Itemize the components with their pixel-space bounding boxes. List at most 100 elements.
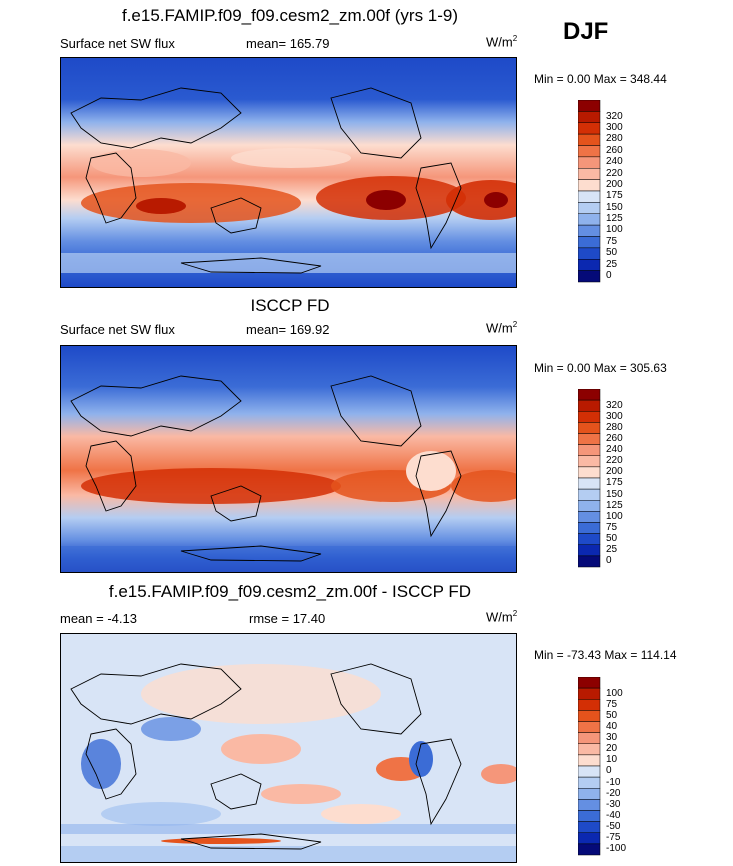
panel1-map xyxy=(60,57,517,288)
colorbar-swatch xyxy=(578,213,601,226)
colorbar-swatch xyxy=(578,788,601,800)
panel3-title: f.e15.FAMIP.f09_f09.cesm2_zm.00f - ISCCP… xyxy=(108,582,472,601)
panel1-colorbar xyxy=(578,100,601,283)
colorbar-swatch xyxy=(578,754,601,767)
colorbar-tick-label: 220 xyxy=(606,167,623,179)
colorbar-swatch xyxy=(578,555,601,568)
colorbar-swatch xyxy=(578,270,601,283)
colorbar-tick-label: 0 xyxy=(606,765,612,777)
colorbar-swatch xyxy=(578,511,601,523)
panel3-mean: mean = -4.13 xyxy=(60,611,137,626)
panel2-title: ISCCP FD xyxy=(250,296,330,315)
colorbar-tick-label: 100 xyxy=(606,687,623,699)
colorbar-tick-label: 100 xyxy=(606,224,623,236)
colorbar-tick-label: 175 xyxy=(606,190,623,202)
colorbar-swatch xyxy=(578,444,601,456)
colorbar-swatch xyxy=(578,776,601,789)
colorbar-tick-label: 50 xyxy=(606,533,618,545)
colorbar-swatch xyxy=(578,259,601,271)
colorbar-swatch xyxy=(578,202,601,214)
colorbar-swatch xyxy=(578,799,601,811)
panel1-field-label: Surface net SW flux xyxy=(60,36,175,51)
panel3-rmse: rmse = 17.40 xyxy=(249,611,326,626)
panel1-minmax: Min = 0.00 Max = 348.44 xyxy=(534,72,667,86)
colorbar-tick-label: 320 xyxy=(606,399,623,411)
colorbar-swatch xyxy=(578,765,601,778)
colorbar-swatch xyxy=(578,100,601,112)
colorbar-swatch xyxy=(578,422,601,434)
colorbar-tick-label: 50 xyxy=(606,709,618,721)
colorbar-tick-label: -20 xyxy=(606,787,621,799)
colorbar-swatch xyxy=(578,389,601,401)
colorbar-tick-label: -50 xyxy=(606,821,621,833)
colorbar-tick-label: 300 xyxy=(606,122,623,134)
panel1-mean: mean= 165.79 xyxy=(246,36,330,51)
panel2-minmax: Min = 0.00 Max = 305.63 xyxy=(534,361,667,375)
colorbar-swatch xyxy=(578,236,601,249)
colorbar-swatch xyxy=(578,145,601,158)
colorbar-swatch xyxy=(578,732,601,744)
colorbar-swatch xyxy=(578,743,601,756)
colorbar-tick-label: 300 xyxy=(606,410,623,422)
colorbar-swatch xyxy=(578,533,601,545)
colorbar-swatch xyxy=(578,224,601,237)
colorbar-swatch xyxy=(578,411,601,423)
colorbar-swatch xyxy=(578,721,601,733)
panel3-colorbar xyxy=(578,677,601,856)
colorbar-tick-label: 0 xyxy=(606,269,612,281)
colorbar-tick-label: 20 xyxy=(606,743,618,755)
colorbar-swatch xyxy=(578,821,601,833)
colorbar-tick-label: 260 xyxy=(606,432,623,444)
colorbar-swatch xyxy=(578,179,601,192)
panel2-units: W/m2 xyxy=(486,320,518,336)
colorbar-swatch xyxy=(578,710,601,722)
colorbar-swatch xyxy=(578,399,601,412)
colorbar-swatch xyxy=(578,190,601,203)
colorbar-swatch xyxy=(578,522,601,534)
colorbar-swatch xyxy=(578,699,601,711)
colorbar-swatch xyxy=(578,168,601,180)
colorbar-tick-label: 75 xyxy=(606,235,618,247)
panel2-map xyxy=(60,345,517,573)
colorbar-tick-label: 280 xyxy=(606,133,623,145)
colorbar-tick-label: 125 xyxy=(606,499,623,511)
colorbar-tick-label: 30 xyxy=(606,732,618,744)
colorbar-swatch xyxy=(578,677,601,689)
colorbar-swatch xyxy=(578,455,601,468)
colorbar-tick-label: 240 xyxy=(606,156,623,168)
colorbar-tick-label: 25 xyxy=(606,544,618,556)
colorbar-swatch xyxy=(578,477,601,490)
panel2-mean: mean= 169.92 xyxy=(246,322,330,337)
colorbar-tick-label: 175 xyxy=(606,477,623,489)
colorbar-swatch xyxy=(578,488,601,501)
colorbar-tick-label: 240 xyxy=(606,444,623,456)
colorbar-tick-label: 260 xyxy=(606,144,623,156)
colorbar-swatch xyxy=(578,247,601,260)
colorbar-tick-label: 200 xyxy=(606,466,623,478)
colorbar-tick-label: 200 xyxy=(606,178,623,190)
colorbar-swatch xyxy=(578,122,601,135)
panel3-map xyxy=(60,633,517,863)
colorbar-tick-label: 50 xyxy=(606,247,618,259)
colorbar-swatch xyxy=(578,500,601,512)
panel3-units: W/m2 xyxy=(486,609,518,625)
colorbar-tick-label: 150 xyxy=(606,488,623,500)
colorbar-swatch xyxy=(578,133,601,146)
colorbar-tick-label: 10 xyxy=(606,754,618,766)
season-label: DJF xyxy=(563,18,609,45)
panel3-minmax: Min = -73.43 Max = 114.14 xyxy=(534,648,677,662)
colorbar-tick-label: 75 xyxy=(606,521,618,533)
colorbar-swatch xyxy=(578,466,601,479)
colorbar-tick-label: 220 xyxy=(606,455,623,467)
colorbar-swatch xyxy=(578,832,601,845)
colorbar-swatch xyxy=(578,544,601,557)
panel1-units: W/m2 xyxy=(486,34,518,50)
colorbar-swatch xyxy=(578,111,601,123)
colorbar-swatch xyxy=(578,156,601,169)
colorbar-tick-label: -75 xyxy=(606,832,621,844)
colorbar-swatch xyxy=(578,843,601,856)
panel1-title: f.e15.FAMIP.f09_f09.cesm2_zm.00f (yrs 1-… xyxy=(121,6,459,25)
colorbar-tick-label: -10 xyxy=(606,776,621,788)
panel2-colorbar xyxy=(578,389,601,568)
colorbar-swatch xyxy=(578,810,601,822)
